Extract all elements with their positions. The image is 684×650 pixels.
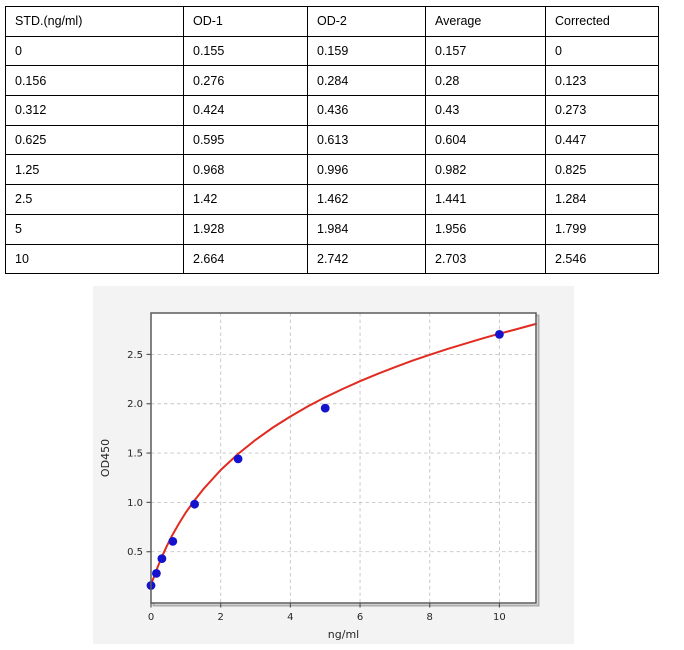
table-cell: 2.742 bbox=[307, 243, 426, 275]
table-cell: 0.159 bbox=[307, 35, 426, 67]
table-cell: 1.984 bbox=[307, 213, 426, 245]
table-cell: 10 bbox=[5, 243, 184, 275]
table-cell: 0.825 bbox=[545, 154, 659, 186]
x-tick-label: 10 bbox=[493, 612, 506, 623]
table-cell: 0.424 bbox=[183, 95, 308, 126]
table-row: 0 0.155 0.159 0.157 0 bbox=[5, 35, 659, 67]
table-cell: 0 bbox=[545, 35, 659, 67]
table-row: 1.25 0.968 0.996 0.982 0.825 bbox=[5, 154, 659, 186]
data-point bbox=[495, 330, 504, 339]
x-tick-label: 4 bbox=[287, 612, 293, 623]
table-cell: 1.799 bbox=[545, 213, 659, 245]
data-point bbox=[168, 537, 178, 546]
table-row: 2.5 1.42 1.462 1.441 1.284 bbox=[5, 184, 659, 215]
y-tick-label: 2.0 bbox=[127, 399, 143, 410]
table-cell: 2.546 bbox=[545, 243, 659, 275]
y-tick-label: 2.5 bbox=[127, 350, 143, 361]
y-tick-label: 0.5 bbox=[127, 547, 143, 558]
table-cell: 0.28 bbox=[425, 65, 546, 97]
table-cell: 0.43 bbox=[425, 95, 546, 126]
table-cell: 0.996 bbox=[307, 154, 426, 186]
data-point bbox=[190, 499, 199, 509]
y-tick-label: 1.0 bbox=[127, 498, 143, 509]
fit-curve-line bbox=[150, 322, 537, 587]
plot-area bbox=[151, 313, 536, 603]
data-point bbox=[157, 554, 167, 563]
table-header-cell: STD.(ng/ml) bbox=[5, 6, 184, 37]
data-point bbox=[233, 454, 243, 464]
table-cell: 2.703 bbox=[425, 243, 546, 275]
chart-panel: 0 2 4 6 8 10 0.5 1.0 1.5 2.0 2.5 ng/ml OD450 bbox=[93, 286, 574, 644]
data-point bbox=[320, 403, 330, 413]
table-cell: 2.5 bbox=[5, 184, 184, 215]
x-axis-label: ng/ml bbox=[328, 628, 359, 641]
x-tick-label: 6 bbox=[357, 612, 363, 623]
table-cell: 5 bbox=[5, 213, 184, 245]
table-row: 5 1.928 1.984 1.956 1.799 bbox=[5, 213, 659, 245]
table-cell: 0.276 bbox=[183, 65, 308, 97]
table-cell: 1.956 bbox=[425, 213, 546, 245]
table-cell: 0.447 bbox=[545, 124, 659, 156]
table-row: 0.312 0.424 0.436 0.43 0.273 bbox=[5, 95, 659, 126]
table-cell: 0.613 bbox=[307, 124, 426, 156]
table-row: 0.156 0.276 0.284 0.28 0.123 bbox=[5, 65, 659, 97]
x-tick-label: 8 bbox=[427, 612, 433, 623]
table-header-row: STD.(ng/ml) OD-1 OD-2 Average Corrected bbox=[5, 6, 659, 37]
plot-border bbox=[150, 312, 537, 604]
y-axis-label: OD450 bbox=[99, 439, 112, 477]
table-header-cell: OD-2 bbox=[307, 6, 426, 37]
table-cell: 1.42 bbox=[183, 184, 308, 215]
table-cell: 0.625 bbox=[5, 124, 184, 156]
table-cell: 0.284 bbox=[307, 65, 426, 97]
table-cell: 0.155 bbox=[183, 35, 308, 67]
standards-table: STD.(ng/ml) OD-1 OD-2 Average Corrected 0 0.1… bbox=[5, 6, 659, 275]
table-cell: 0.312 bbox=[5, 95, 184, 126]
table-cell: 1.441 bbox=[425, 184, 546, 215]
table-cell: 0.595 bbox=[183, 124, 308, 156]
table-cell: 1.25 bbox=[5, 154, 184, 186]
table-cell: 2.664 bbox=[183, 243, 308, 275]
table-cell: 0 bbox=[5, 35, 184, 67]
table-row: 10 2.664 2.742 2.703 2.546 bbox=[5, 243, 659, 275]
table-cell: 0.604 bbox=[425, 124, 546, 156]
table-cell: 0.273 bbox=[545, 95, 659, 126]
x-tick-label: 2 bbox=[217, 612, 223, 623]
table-cell: 0.156 bbox=[5, 65, 184, 97]
table-header-cell: OD-1 bbox=[183, 6, 308, 37]
table-cell: 0.436 bbox=[307, 95, 426, 126]
table-header-cell: Average bbox=[425, 6, 546, 37]
y-tick-label: 1.5 bbox=[127, 449, 143, 460]
table-cell: 1.462 bbox=[307, 184, 426, 215]
data-point bbox=[152, 569, 161, 578]
table-cell: 0.982 bbox=[425, 154, 546, 186]
table-cell: 0.123 bbox=[545, 65, 659, 97]
table-row: 0.625 0.595 0.613 0.604 0.447 bbox=[5, 124, 659, 156]
x-tick-label: 0 bbox=[148, 612, 154, 623]
table-cell: 0.157 bbox=[425, 35, 546, 67]
table-header-cell: Corrected bbox=[545, 6, 659, 37]
table-cell: 0.968 bbox=[183, 154, 308, 186]
table-cell: 1.284 bbox=[545, 184, 659, 215]
table-cell: 1.928 bbox=[183, 213, 308, 245]
standard-curve-chart: 0 2 4 6 8 10 0.5 1.0 1.5 2.0 2.5 ng/ml OD450 bbox=[99, 312, 540, 641]
